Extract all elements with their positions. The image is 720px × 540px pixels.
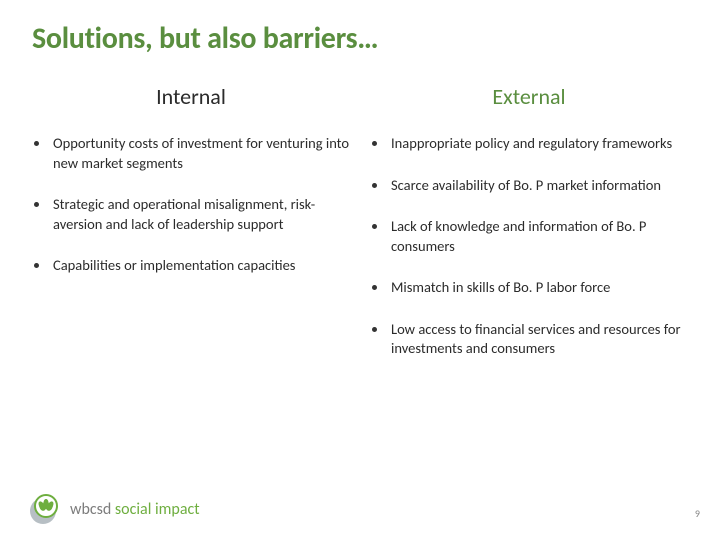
footer-logo-text: wbcsd social impact (70, 500, 200, 519)
list-item-text: Capabilities or implementation capacitie… (53, 256, 350, 276)
leaf-circle-icon (34, 494, 58, 518)
column-external: External Inappropriate policy and regula… (370, 83, 688, 381)
list-item-text: Strategic and operational misalignment, … (53, 195, 350, 234)
logo-word-social-impact: social impact (115, 500, 200, 519)
internal-list: Opportunity costs of investment for vent… (32, 134, 350, 276)
logo-word-wbcsd: wbcsd (70, 500, 115, 519)
list-item: Inappropriate policy and regulatory fram… (370, 134, 688, 154)
bullet-icon (34, 202, 39, 207)
bullet-icon (372, 224, 377, 229)
slide-title: Solutions, but also barriers… (32, 20, 688, 57)
bullet-icon (372, 183, 377, 188)
slide: Solutions, but also barriers… Internal O… (0, 0, 720, 540)
list-item-text: Lack of knowledge and information of Bo.… (391, 217, 688, 256)
footer-logo: wbcsd social impact (28, 492, 200, 526)
list-item: Lack of knowledge and information of Bo.… (370, 217, 688, 256)
list-item-text: Inappropriate policy and regulatory fram… (391, 134, 688, 154)
list-item-text: Low access to financial services and res… (391, 320, 688, 359)
wbcsd-logo-icon (28, 492, 62, 526)
columns-container: Internal Opportunity costs of investment… (32, 83, 688, 381)
list-item: Strategic and operational misalignment, … (32, 195, 350, 234)
list-item: Capabilities or implementation capacitie… (32, 256, 350, 276)
bullet-icon (372, 327, 377, 332)
list-item-text: Mismatch in skills of Bo. P labor force (391, 278, 688, 298)
list-item-text: Scarce availability of Bo. P market info… (391, 176, 688, 196)
bullet-icon (34, 263, 39, 268)
column-internal: Internal Opportunity costs of investment… (32, 83, 350, 381)
external-list: Inappropriate policy and regulatory fram… (370, 134, 688, 359)
bullet-icon (34, 141, 39, 146)
list-item: Opportunity costs of investment for vent… (32, 134, 350, 173)
column-heading-internal: Internal (32, 83, 350, 110)
list-item: Mismatch in skills of Bo. P labor force (370, 278, 688, 298)
bullet-icon (372, 285, 377, 290)
list-item: Low access to financial services and res… (370, 320, 688, 359)
bullet-icon (372, 141, 377, 146)
page-number: 9 (695, 507, 700, 520)
list-item-text: Opportunity costs of investment for vent… (53, 134, 350, 173)
list-item: Scarce availability of Bo. P market info… (370, 176, 688, 196)
column-heading-external: External (370, 83, 688, 110)
